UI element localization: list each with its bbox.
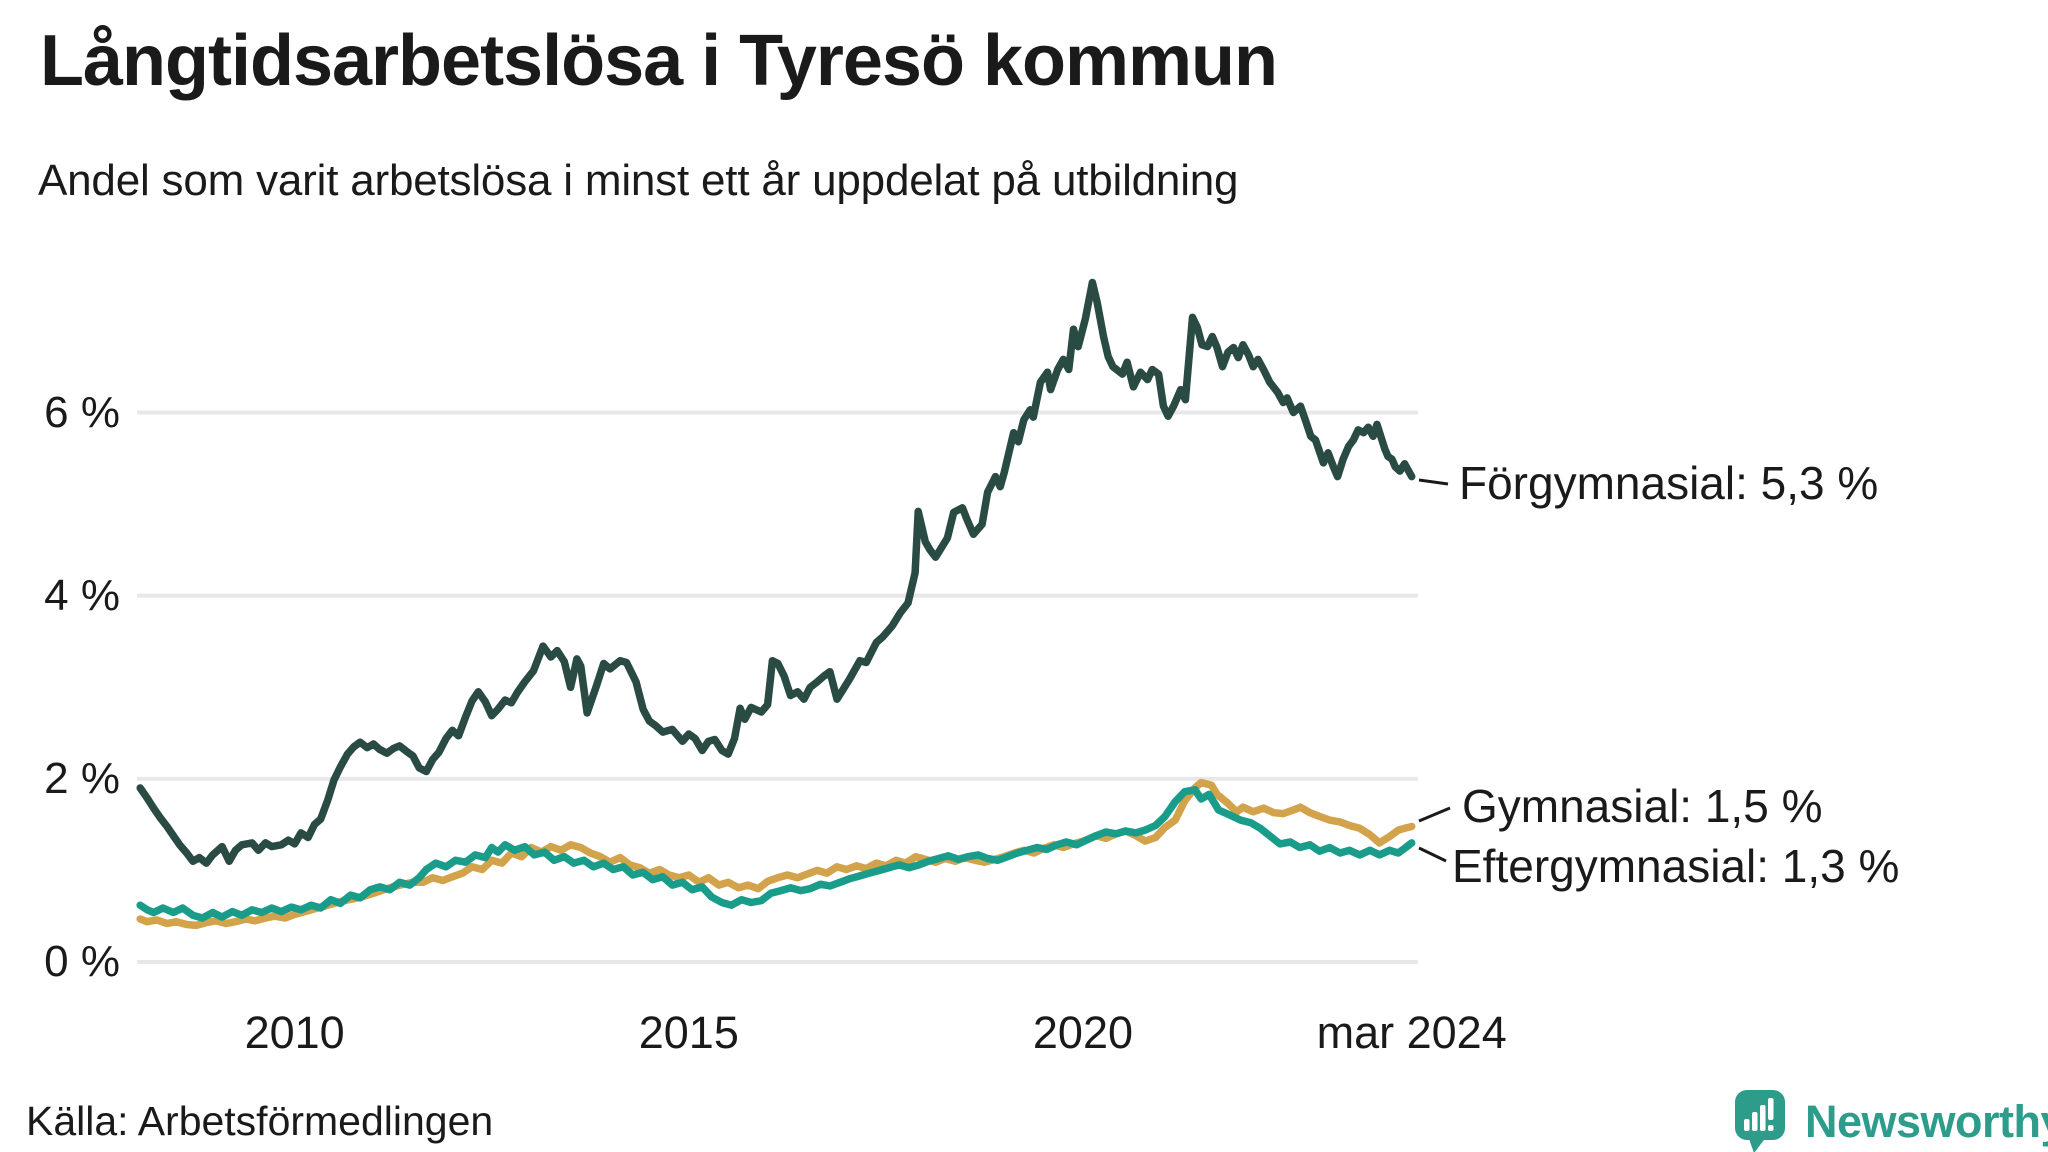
leader-line-forgymnasial [1418, 478, 1449, 486]
chart-title: Långtidsarbetslösa i Tyresö kommun [40, 21, 1278, 101]
brand-name: Newsworthy [1805, 1096, 2048, 1147]
newsworthy-logo: Newsworthy [1735, 1090, 2048, 1152]
x-axis-tick-label: 2020 [1032, 1007, 1134, 1058]
source-note: Källa: Arbetsförmedlingen [26, 1098, 494, 1144]
x-axis-tick-label: mar 2024 [1316, 1007, 1507, 1058]
x-axis-tick-label: 2015 [638, 1007, 739, 1058]
leader-line-eftergymnasial [1418, 846, 1447, 863]
y-axis-tick-label: 6 % [44, 387, 120, 437]
leader-line-gymnasial [1418, 806, 1451, 823]
y-axis-tick-label: 0 % [44, 937, 120, 986]
y-axis-tick-label: 4 % [44, 570, 120, 620]
speech-bubble-bar-chart-icon [1735, 1090, 1785, 1152]
series-line-forgymnasial [136, 278, 1416, 867]
series-end-label-eftergymnasial: Eftergymnasial: 1,3 % [1452, 840, 1900, 892]
series-end-label-gymnasial: Gymnasial: 1,5 % [1462, 780, 1823, 832]
x-axis-tick-label: 2010 [244, 1007, 345, 1058]
chart-subtitle: Andel som varit arbetslösa i minst ett å… [38, 156, 1239, 205]
y-axis-tick-label: 2 % [44, 753, 120, 803]
series-end-label-forgymnasial: Förgymnasial: 5,3 % [1459, 457, 1879, 509]
series-line-eftergymnasial [136, 786, 1416, 922]
